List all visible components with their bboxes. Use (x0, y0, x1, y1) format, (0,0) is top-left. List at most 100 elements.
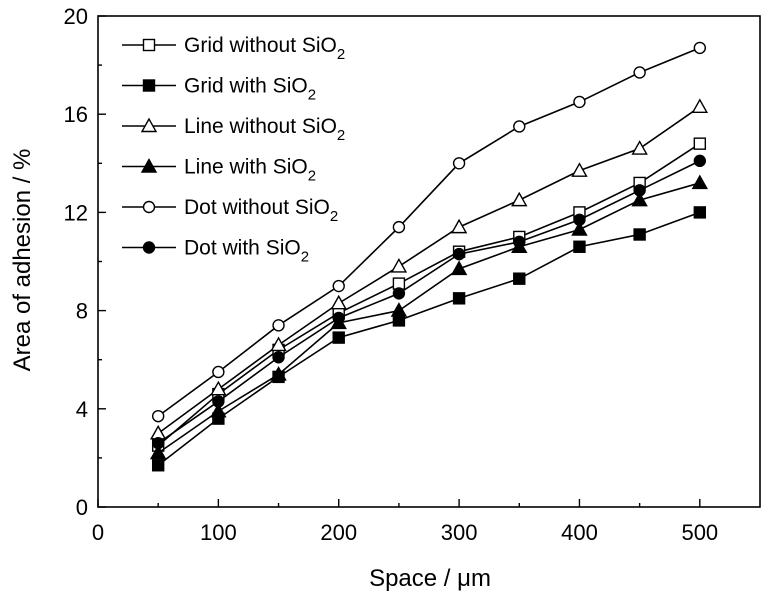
legend-marker (142, 79, 156, 92)
legend-marker (142, 38, 156, 52)
series-circle-filled (151, 154, 707, 450)
data-point (392, 220, 406, 234)
data-point (633, 184, 646, 197)
data-point (693, 206, 707, 219)
data-point (691, 174, 709, 190)
data-point (151, 409, 165, 423)
data-point (571, 221, 588, 236)
legend-label-subscript: 2 (330, 208, 338, 225)
data-point (450, 218, 468, 234)
legend-label-main: Grid with SiO (184, 75, 308, 98)
data-point (270, 336, 287, 352)
data-point (693, 137, 707, 150)
series-line (157, 47, 701, 417)
data-point (452, 157, 466, 170)
legend-label: Line with SiO2 (184, 156, 316, 185)
data-point (691, 98, 709, 114)
y-tick-label: 16 (64, 102, 88, 127)
data-point (151, 436, 165, 450)
legend-label-main: Dot with SiO (184, 237, 301, 260)
series-square-open (151, 137, 707, 452)
data-point (210, 402, 227, 418)
x-tick-label: 400 (561, 520, 598, 545)
data-point (149, 444, 167, 460)
data-point (513, 272, 526, 285)
data-point (573, 213, 586, 226)
data-point (573, 95, 586, 109)
legend-label-main: Grid without SiO (184, 34, 337, 57)
data-point (332, 331, 345, 344)
data-point (390, 302, 408, 317)
legend-label-main: Dot without SiO (184, 196, 330, 219)
legend-label-subscript: 2 (308, 87, 316, 104)
legend-label: Line without SiO2 (184, 115, 345, 144)
data-point (272, 319, 285, 332)
series-line (157, 142, 701, 447)
legend-entry: Grid without SiO2 (122, 34, 345, 63)
data-point (392, 287, 406, 300)
data-point (330, 294, 347, 310)
data-point (631, 191, 648, 207)
data-point (390, 257, 408, 273)
data-point (450, 260, 468, 276)
x-tick-label: 100 (200, 520, 237, 545)
data-point (573, 240, 586, 253)
series-triangle-open (149, 98, 709, 440)
data-point (452, 247, 466, 261)
data-point (513, 120, 526, 133)
legend-entry: Grid with SiO2 (122, 75, 316, 104)
data-point (633, 228, 646, 241)
data-point (631, 140, 648, 155)
series-circle-open (151, 41, 707, 423)
y-tick-label: 12 (64, 200, 88, 225)
data-point (571, 162, 588, 177)
plot-series (149, 41, 709, 472)
data-point (210, 380, 227, 396)
y-tick-label: 0 (76, 495, 88, 520)
x-tick-label: 0 (92, 520, 104, 545)
data-point (693, 41, 707, 55)
data-point (332, 311, 345, 325)
x-tick-label: 500 (681, 520, 718, 545)
legend-label-main: Line with SiO (184, 156, 308, 179)
legend-label-subscript: 2 (308, 168, 316, 185)
data-point (270, 365, 287, 381)
legend-marker (142, 200, 156, 214)
data-point (332, 279, 345, 293)
x-axis-title: Space / μm (369, 565, 491, 592)
legend-label-subscript: 2 (337, 127, 345, 144)
legend-label-subscript: 2 (301, 249, 309, 266)
data-point (693, 154, 707, 168)
y-tick-label: 20 (64, 4, 88, 29)
series-square-filled (151, 206, 707, 472)
series-line (157, 106, 701, 434)
legend-entry: Line with SiO2 (122, 156, 316, 185)
legend-label: Dot without SiO2 (184, 196, 338, 225)
legend-label: Dot with SiO2 (184, 237, 309, 266)
legend-marker (140, 117, 158, 133)
data-point (452, 292, 466, 305)
series-line (157, 211, 701, 466)
legend-label-subscript: 2 (337, 46, 345, 63)
data-point (151, 459, 165, 472)
data-point (212, 395, 225, 408)
legend-marker (140, 158, 158, 173)
y-axis-title: Area of adhesion / % (9, 149, 36, 372)
series-line (157, 182, 701, 454)
legend-entry: Dot with SiO2 (122, 237, 309, 266)
legend-label: Grid without SiO2 (184, 34, 345, 63)
y-tick-label: 4 (76, 397, 88, 422)
legend-label: Grid with SiO2 (184, 75, 316, 104)
legend-label-main: Line without SiO (184, 115, 337, 138)
data-point (212, 365, 225, 379)
x-tick-label: 200 (320, 520, 357, 545)
legend-marker (142, 241, 156, 254)
legend-entry: Line without SiO2 (122, 115, 345, 144)
data-point (633, 66, 646, 79)
legend-entry: Dot without SiO2 (122, 196, 338, 225)
x-tick-label: 300 (441, 520, 478, 545)
y-tick-label: 8 (76, 299, 88, 324)
chart-axes: 0 100 200 300 400 500 0 4 8 12 16 20 (64, 4, 761, 545)
